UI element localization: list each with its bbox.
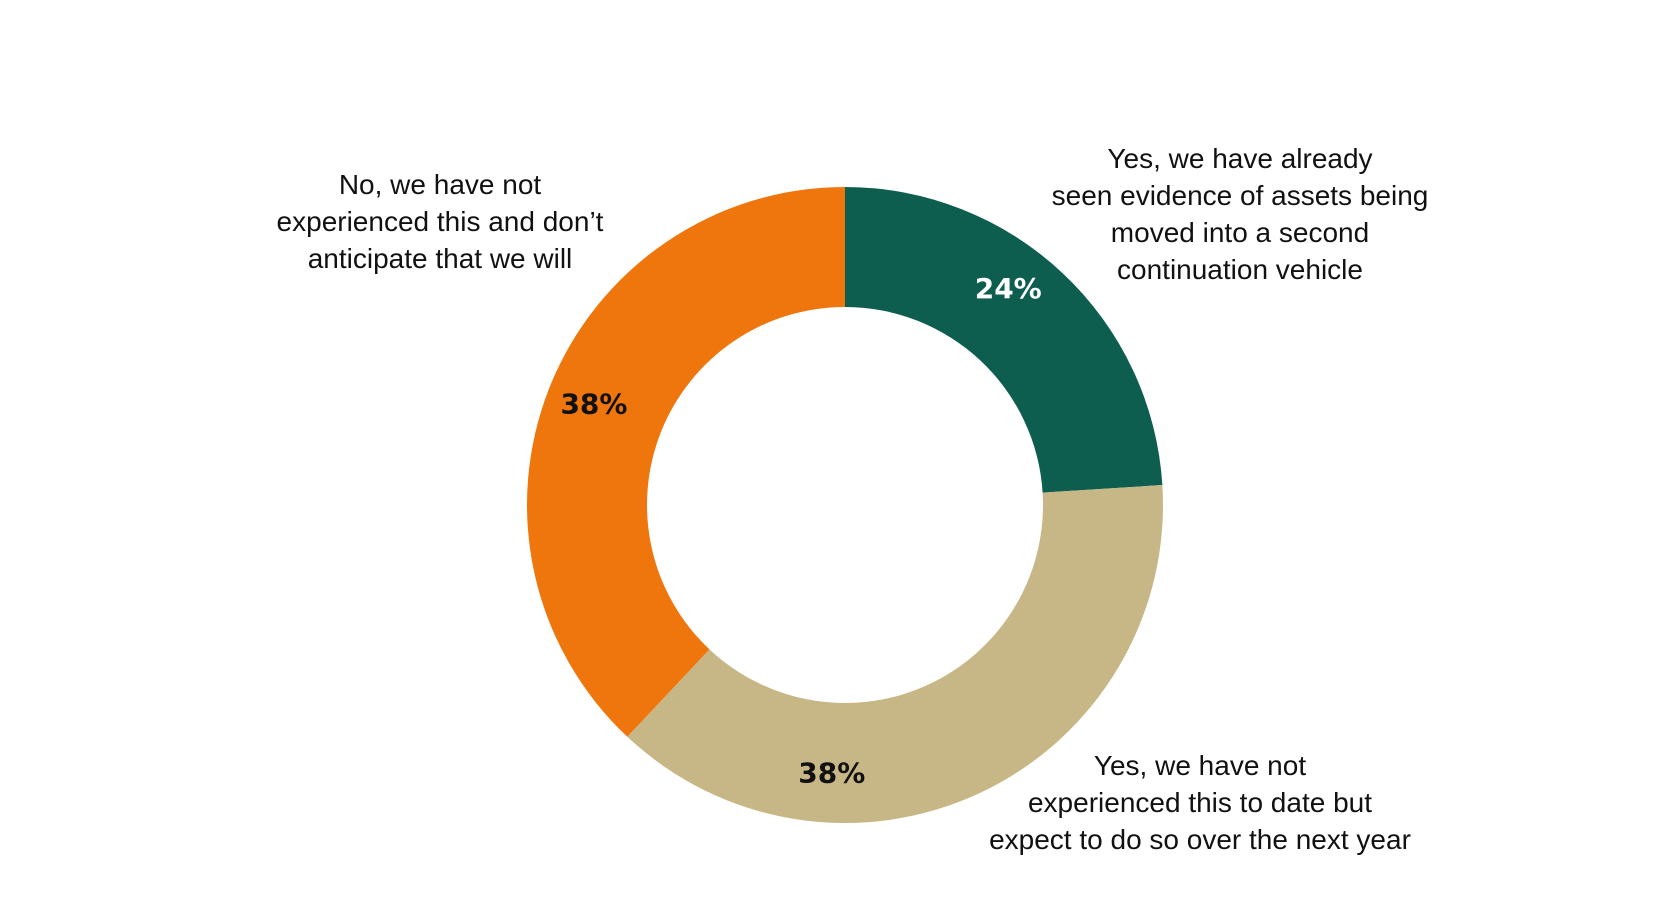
slice-label-yes-expect: Yes, we have not experienced this to dat…	[955, 747, 1445, 858]
slice-label-line: moved into a second	[1110, 217, 1370, 248]
value-labels-layer: 24% 38% 38%	[560, 272, 1041, 790]
value-label-no: 38%	[560, 388, 627, 421]
slice-label-line: experienced this to date but	[1027, 787, 1372, 818]
slice-label-yes-already: Yes, we have already seen evidence of as…	[1000, 140, 1480, 288]
slice-label-line: continuation vehicle	[1117, 254, 1363, 285]
slice-no	[527, 187, 845, 737]
slice-label-line: Yes, we have already	[1107, 143, 1373, 174]
slices-layer	[527, 187, 1163, 823]
slice-yes-already	[845, 187, 1163, 493]
slice-label-line: seen evidence of assets being	[1051, 180, 1429, 211]
slice-yes-expect	[627, 485, 1163, 823]
slice-label-line: experienced this and don’t	[276, 206, 604, 237]
slice-label-no: No, we have not experienced this and don…	[200, 166, 680, 277]
slice-label-line: anticipate that we will	[307, 243, 573, 274]
value-label-yes-already: 24%	[975, 272, 1042, 305]
slice-label-line: expect to do so over the next year	[989, 824, 1411, 855]
slice-label-line: No, we have not	[338, 169, 542, 200]
slice-label-line: Yes, we have not	[1093, 750, 1307, 781]
value-label-yes-expect: 38%	[798, 757, 865, 790]
